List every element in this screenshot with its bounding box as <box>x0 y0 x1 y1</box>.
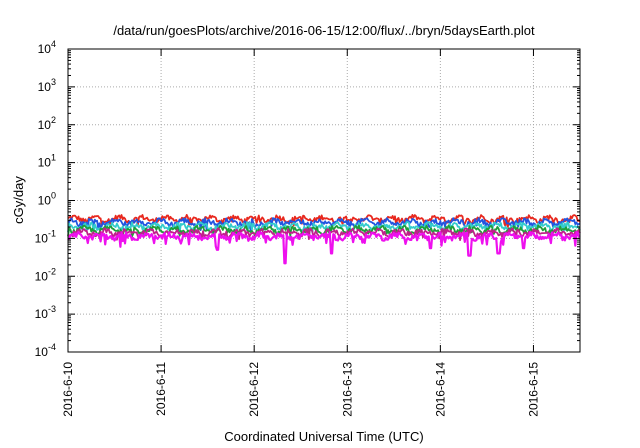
x-axis-label: Coordinated Universal Time (UTC) <box>224 429 423 444</box>
series-line-3 <box>67 221 581 234</box>
y-tick-label: 10-4 <box>35 342 56 359</box>
y-tick-label: 102 <box>38 115 56 132</box>
x-tick-label: 2016-6-15 <box>526 362 540 417</box>
x-tick-label: 2016-6-10 <box>61 362 75 417</box>
x-axis: 2016-6-10 2016-6-11 2016-6-12 2016-6-13 2016… <box>61 49 540 417</box>
y-tick-label: 10-2 <box>35 266 56 283</box>
grid-lines <box>68 49 580 352</box>
y-tick-label: 10-3 <box>35 304 56 321</box>
x-tick-label: 2016-6-11 <box>154 362 168 416</box>
y-tick-label: 10-1 <box>35 228 56 245</box>
x-tick-label: 2016-6-13 <box>340 362 354 417</box>
x-tick-label: 2016-6-14 <box>433 362 447 417</box>
y-tick-label: 104 <box>38 39 56 56</box>
y-tick-label: 103 <box>38 77 56 94</box>
chart-title: /data/run/goesPlots/archive/2016-06-15/1… <box>113 23 535 38</box>
y-axis: 10-4 10-3 10-2 10-1 100 101 102 103 104 <box>35 39 580 359</box>
data-series-group <box>67 213 581 265</box>
x-tick-label: 2016-6-12 <box>247 362 261 417</box>
y-tick-label: 100 <box>38 191 56 208</box>
series-line-6 <box>67 230 581 265</box>
y-tick-label: 101 <box>38 153 56 170</box>
y-axis-label: cGy/day <box>11 176 26 224</box>
